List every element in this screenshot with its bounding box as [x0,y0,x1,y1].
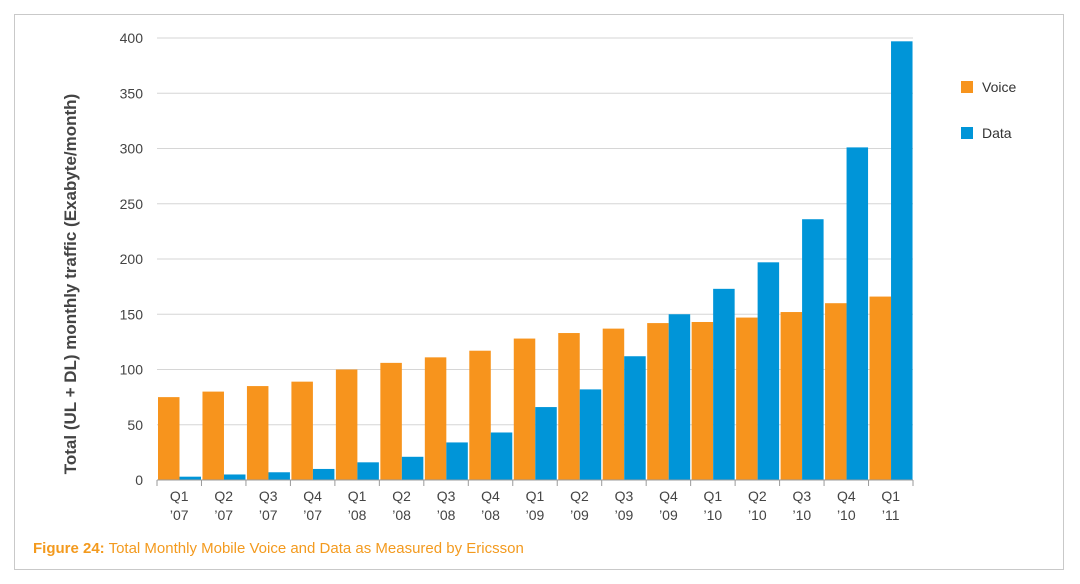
x-tick-label: Q1 [881,488,900,504]
bar-data [357,462,379,480]
x-tick-label: Q1 [348,488,367,504]
x-tick-label: ’10 [792,507,811,523]
x-tick-label: ’08 [437,507,456,523]
x-tick-label: Q2 [392,488,411,504]
bar-voice [558,333,580,480]
x-tick-label: ’09 [570,507,589,523]
x-tick-label: ’07 [170,507,189,523]
x-tick-label: ’07 [303,507,322,523]
figure-caption: Figure 24: Total Monthly Mobile Voice an… [33,540,524,557]
x-tick-label: Q3 [259,488,278,504]
x-tick-label: ’10 [748,507,767,523]
bar-data [624,356,646,480]
bar-voice [869,296,892,480]
x-tick-label: ’09 [659,507,678,523]
x-tick-label: Q1 [704,488,723,504]
y-tick-label: 250 [120,196,144,212]
bar-voice [335,369,358,480]
x-tick-label: Q2 [570,488,589,504]
y-tick-label: 200 [120,251,144,267]
bar-voice [424,357,447,480]
x-tick-label: ’07 [214,507,233,523]
x-tick-label: Q3 [792,488,811,504]
bar-data [668,314,691,480]
bar-voice [380,362,402,480]
x-tick-label: ’08 [392,507,411,523]
x-tick-label: Q2 [748,488,767,504]
y-tick-label: 50 [127,417,143,433]
bar-voice [691,321,714,480]
bar-data [535,407,557,480]
caption-label: Figure 24: [33,540,105,557]
bar-data [401,456,424,480]
y-tick-labels: 0 50 100 150 200 250 300 350 400 [120,30,144,488]
legend: Voice Data [961,79,1016,141]
x-tick-label: Q4 [303,488,322,504]
x-tick-label: Q3 [615,488,634,504]
bar-data [312,468,335,480]
x-tick-label: ’09 [526,507,545,523]
bar-voice [736,317,758,480]
y-tick-label: 400 [120,30,144,46]
bar-data [713,288,735,480]
x-tick-labels: Q1 ’07 Q2 ’07 Q3 ’07 Q4 ’07 Q1 ’08 Q2 ’08 Q3 ’08 Q4 ’08… [170,488,900,523]
bar-voice [647,323,669,480]
x-tick-label: ’10 [704,507,723,523]
legend-swatch-data [961,127,973,139]
y-tick-label: 350 [120,85,144,101]
x-tick-label: Q1 [526,488,545,504]
bar-data [223,474,246,480]
bar-data [490,432,513,480]
x-tick-label: ’11 [882,507,900,523]
bar-voice [513,338,536,480]
x-tick-label: ’08 [481,507,500,523]
y-tick-label: 300 [120,141,144,157]
bar-voice [202,391,224,480]
bar-data [579,389,602,480]
bar-data [757,262,780,480]
x-tick-label: Q4 [481,488,500,504]
x-tick-label: Q4 [837,488,856,504]
legend-label-data: Data [982,125,1012,141]
bar-voice [780,312,803,480]
y-tick-label: 150 [120,306,144,322]
bar-voice [602,328,625,480]
bar-data [179,476,201,480]
x-tick-label: ’09 [615,507,634,523]
bar-voice [469,350,491,480]
figure-frame [14,14,1064,570]
bar-data [268,472,290,480]
bar-voice [158,397,180,480]
axes [156,479,914,486]
bar-data [446,442,468,480]
y-axis-title: Total (UL + DL) monthly traffic (Exabyte… [61,94,80,474]
bars [158,41,913,480]
bar-data [802,219,824,480]
x-tick-label: ’10 [837,507,856,523]
bar-data [846,147,869,480]
x-tick-label: Q3 [437,488,456,504]
x-tick-label: Q2 [214,488,233,504]
bar-voice [825,303,847,480]
legend-swatch-voice [961,81,973,93]
y-tick-label: 0 [135,472,143,488]
bar-data [891,41,913,480]
x-tick-label: Q1 [170,488,189,504]
x-tick-label: Q4 [659,488,678,504]
legend-label-voice: Voice [982,79,1016,95]
x-tick-label: ’07 [259,507,278,523]
bar-voice [246,386,269,480]
x-tick-label: ’08 [348,507,367,523]
y-tick-label: 100 [120,362,144,378]
caption-text: Total Monthly Mobile Voice and Data as M… [104,540,524,557]
bar-voice [291,381,313,480]
